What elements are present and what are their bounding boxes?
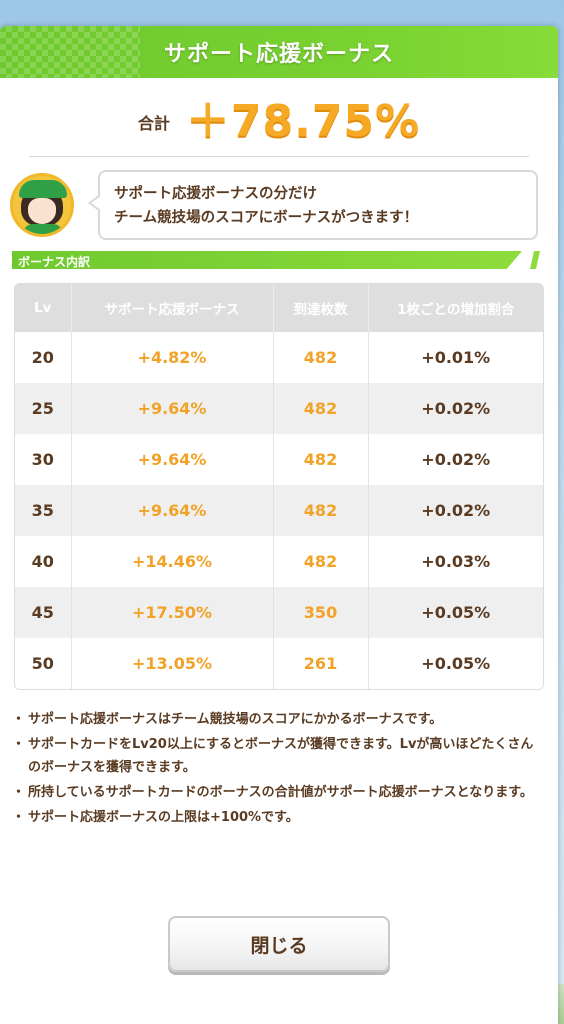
table-row: 40 +14.46% 482 +0.03% — [15, 536, 543, 587]
cell-rate: +0.05% — [421, 603, 491, 622]
table-row: 25 +9.64% 482 +0.02% — [15, 383, 543, 434]
note-item: サポート応援ボーナスはチーム競技場のスコアにかかるボーナスです。 — [12, 708, 536, 731]
total-value: ＋78.75% — [185, 96, 421, 147]
note-item: 所持しているサポートカードのボーナスの合計値がサポート応援ボーナスとなります。 — [12, 781, 536, 804]
total-label: 合計 — [137, 114, 170, 133]
note-item: サポートカードをLv20以上にするとボーナスが獲得できます。Lvが高いほどたくさ… — [12, 733, 536, 779]
cell-count: 482 — [273, 536, 369, 587]
cell-count: 482 — [273, 434, 369, 485]
cell-rate: +0.01% — [421, 348, 491, 367]
bonus-table: Lv サポート応援ボーナス 到達枚数 1枚ごとの増加割合 20 +4.82% 4… — [14, 283, 544, 690]
section-label: ボーナス内訳 — [18, 255, 91, 269]
table-row: 35 +9.64% 482 +0.02% — [15, 485, 543, 536]
table-row: 20 +4.82% 482 +0.01% — [15, 332, 543, 383]
speech-row: サポート応援ボーナスの分だけ チーム競技場のスコアにボーナスがつきます！ — [0, 157, 558, 241]
cell-bonus: +17.50% — [71, 587, 274, 638]
cell-bonus: +9.64% — [71, 434, 274, 485]
dialog-title: サポート応援ボーナス — [163, 42, 394, 67]
bonus-dialog: サポート応援ボーナス 合計 ＋78.75% サポート応援ボーナスの分だけ チーム… — [0, 26, 558, 1024]
cell-count: 482 — [273, 485, 369, 536]
cell-rate: +0.02% — [421, 399, 491, 418]
message-line-2: チーム競技場のスコアにボーナスがつきます！ — [114, 210, 419, 226]
section-header: ボーナス内訳 — [12, 251, 546, 271]
cell-lv: 20 — [15, 332, 72, 383]
cell-count: 350 — [273, 587, 369, 638]
header-rate: 1枚ごとの増加割合 — [397, 302, 515, 318]
table-row: 30 +9.64% 482 +0.02% — [15, 434, 543, 485]
divider — [29, 156, 529, 157]
cell-lv: 35 — [15, 485, 72, 536]
header-count: 到達枚数 — [273, 284, 369, 332]
cell-rate: +0.02% — [421, 450, 491, 469]
total-row: 合計 ＋78.75% — [0, 78, 558, 156]
header-lv: Lv — [15, 284, 72, 332]
cell-rate: +0.05% — [421, 654, 491, 673]
cell-lv: 45 — [15, 587, 72, 638]
speech-bubble: サポート応援ボーナスの分だけ チーム競技場のスコアにボーナスがつきます！ — [88, 170, 538, 240]
cell-lv: 50 — [15, 638, 72, 689]
cell-bonus: +9.64% — [71, 485, 274, 536]
cell-count: 482 — [273, 383, 369, 434]
cell-count: 482 — [273, 332, 369, 383]
table-row: 45 +17.50% 350 +0.05% — [15, 587, 543, 638]
table-row: 50 +13.05% 261 +0.05% — [15, 638, 543, 689]
cell-bonus: +13.05% — [71, 638, 274, 689]
cell-lv: 30 — [15, 434, 72, 485]
message-line-1: サポート応援ボーナスの分だけ — [114, 186, 317, 202]
close-button[interactable]: 閉じる — [168, 916, 390, 972]
notes-list: サポート応援ボーナスはチーム競技場のスコアにかかるボーナスです。 サポートカード… — [12, 708, 536, 829]
cell-count: 261 — [273, 638, 369, 689]
header-bonus: サポート応援ボーナス — [71, 284, 274, 332]
cell-bonus: +14.46% — [71, 536, 274, 587]
cell-lv: 40 — [15, 536, 72, 587]
cell-rate: +0.02% — [421, 501, 491, 520]
cell-bonus: +4.82% — [71, 332, 274, 383]
note-item: サポート応援ボーナスの上限は+100%です。 — [12, 806, 536, 829]
dialog-header: サポート応援ボーナス — [0, 26, 558, 78]
close-button-label: 閉じる — [250, 934, 308, 957]
cell-lv: 25 — [15, 383, 72, 434]
cell-bonus: +9.64% — [71, 383, 274, 434]
table-header-row: Lv サポート応援ボーナス 到達枚数 1枚ごとの増加割合 — [15, 284, 543, 332]
character-avatar-icon — [10, 173, 74, 237]
cell-rate: +0.03% — [421, 552, 491, 571]
